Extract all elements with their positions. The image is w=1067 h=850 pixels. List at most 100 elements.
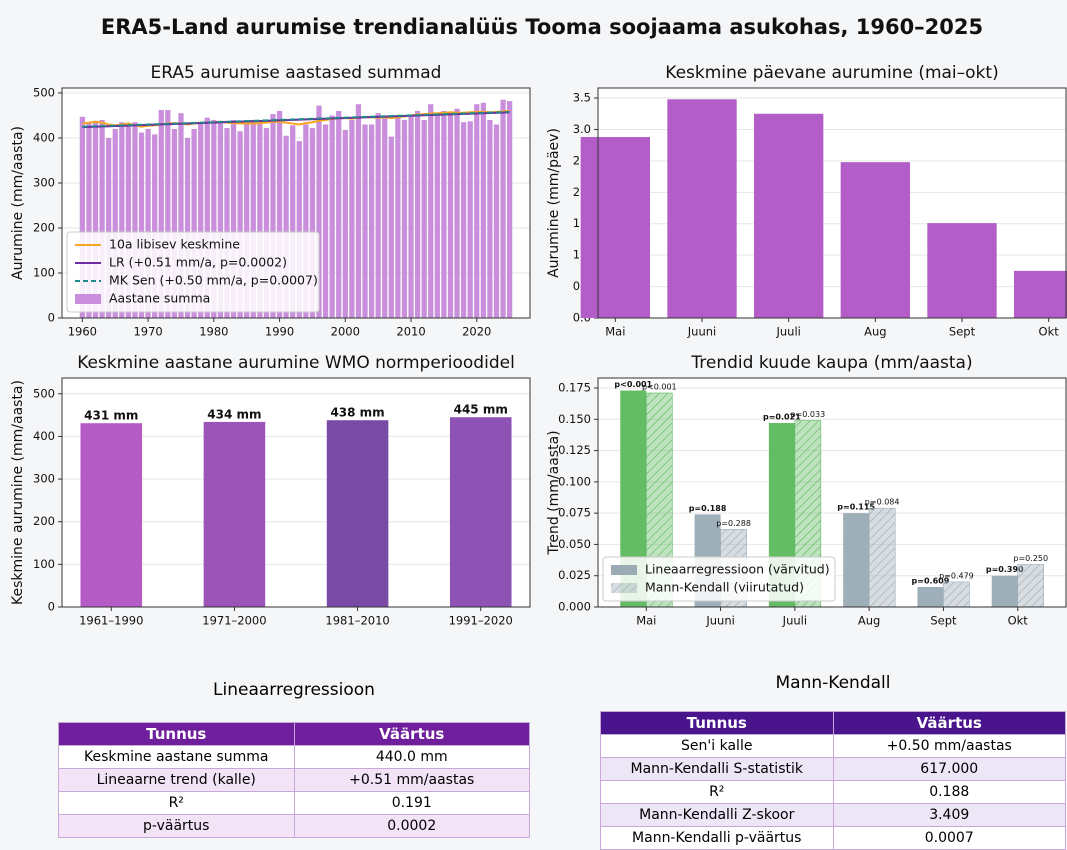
bar [119,122,125,319]
table-row: Sen'i kalle +0.50 mm/aastas [600,734,1066,758]
bar [474,104,480,318]
p-label: p=0.033 [791,410,826,419]
x-tick-label: Juuni [687,325,716,339]
table-cell: 617.000 [832,757,1066,781]
y-tick-label: 3.5 [573,91,591,105]
bar [86,123,92,318]
y-tick-label: 0.175 [558,381,591,395]
table-cell: Mann-Kendalli p-väärtus [600,826,834,850]
header-cell: Tunnus [600,711,834,735]
bar [230,119,237,319]
bar [382,115,388,319]
bar [270,114,276,318]
bar [840,162,910,318]
table-cell: Mann-Kendalli S-statistik [600,757,834,781]
bar [171,128,178,318]
bar [580,137,650,318]
p-label: p=0.115 [837,503,875,512]
bar [106,137,112,318]
bar [454,108,460,318]
bar [1017,564,1045,608]
bar [428,104,434,318]
bar [336,110,342,318]
x-tick-label: 1991–2020 [449,614,513,628]
value-label: 431 mm [84,409,138,423]
plot-frame [597,87,1067,319]
bar [283,135,289,318]
value-label: 445 mm [454,403,508,417]
table-row: Mann-Kendalli S-statistik 617.000 [600,757,1066,781]
x-tick-label: 1980 [199,325,228,339]
y-axis-label: Aurumine (mm/aasta) [10,126,26,280]
p-label: p=0.250 [1013,554,1048,563]
table-cell: 3.409 [832,803,1066,827]
bar [487,119,493,319]
bar [506,101,513,318]
y-tick-label: 400 [33,429,55,443]
y-tick-label: 0.150 [558,412,591,426]
x-tick-label: Juuni [705,614,734,628]
y-tick-label: 0.025 [558,568,591,582]
legend-label: LR (+0.51 mm/a, p=0.0002) [109,255,287,270]
bar [125,123,132,318]
bar [303,124,309,319]
p-label: p=0.021 [763,413,801,422]
bar [434,113,440,319]
p-label: p<0.001 [642,383,677,392]
x-tick-label: Mai [605,325,625,339]
table-cell: 0.0007 [832,826,1066,850]
bar [224,128,230,318]
bar [309,128,316,318]
bar [79,116,86,318]
bar [296,141,302,318]
bar [667,99,737,318]
table-title: Lineaarregressioon [213,680,375,700]
x-tick-label: 1990 [265,325,294,339]
bar [257,120,263,318]
bar [204,117,210,319]
y-tick-label: 100 [33,265,55,279]
legend-box [602,556,836,602]
bar [449,417,512,607]
bar [421,119,427,319]
bar [467,121,473,318]
bar [178,113,184,319]
bar [158,110,164,318]
y-tick-label: 0.125 [558,443,591,457]
bar [184,137,191,318]
x-tick-label: 1961–1990 [79,614,143,628]
bar [460,122,467,319]
table-row: p-väärtus 0.0002 [58,814,530,838]
bar [276,110,283,318]
y-tick-label: 400 [33,130,55,144]
x-tick-label: 1981–2010 [325,614,389,628]
x-tick-label: Okt [1039,325,1060,339]
y-tick-label: 0.050 [558,537,591,551]
table: Tunnus Väärtus Keskmine aastane summa 440.0… [58,722,530,838]
x-tick-label: Okt [1008,614,1029,628]
p-label: p<0.001 [614,380,652,389]
x-tick-label: 1971–2000 [202,614,266,628]
y-tick-label: 0.075 [558,506,591,520]
bar [480,102,486,318]
table-row: Mann-Kendalli p-väärtus 0.0007 [600,826,1066,850]
bar [754,113,824,318]
bar [263,128,270,318]
legend-label: Aastane summa [109,291,210,306]
bar [237,131,243,318]
table-cell: +0.50 mm/aastas [832,734,1066,758]
y-tick-label: 100 [33,557,55,571]
bar [92,120,99,318]
chart-title: Trendid kuude kaupa (mm/aasta) [690,353,972,373]
bar [152,134,158,318]
table-cell: 0.0002 [293,814,530,838]
bar [362,124,368,319]
bar [917,586,944,607]
legend-label: MK Sen (+0.50 mm/a, p=0.0007) [109,273,318,288]
header-cell: Väärtus [293,722,530,746]
x-tick-label: 1970 [133,325,162,339]
bar [290,125,296,318]
bar [316,105,322,318]
y-axis-label: Keskmine aurumine (mm/aasta) [10,380,26,605]
